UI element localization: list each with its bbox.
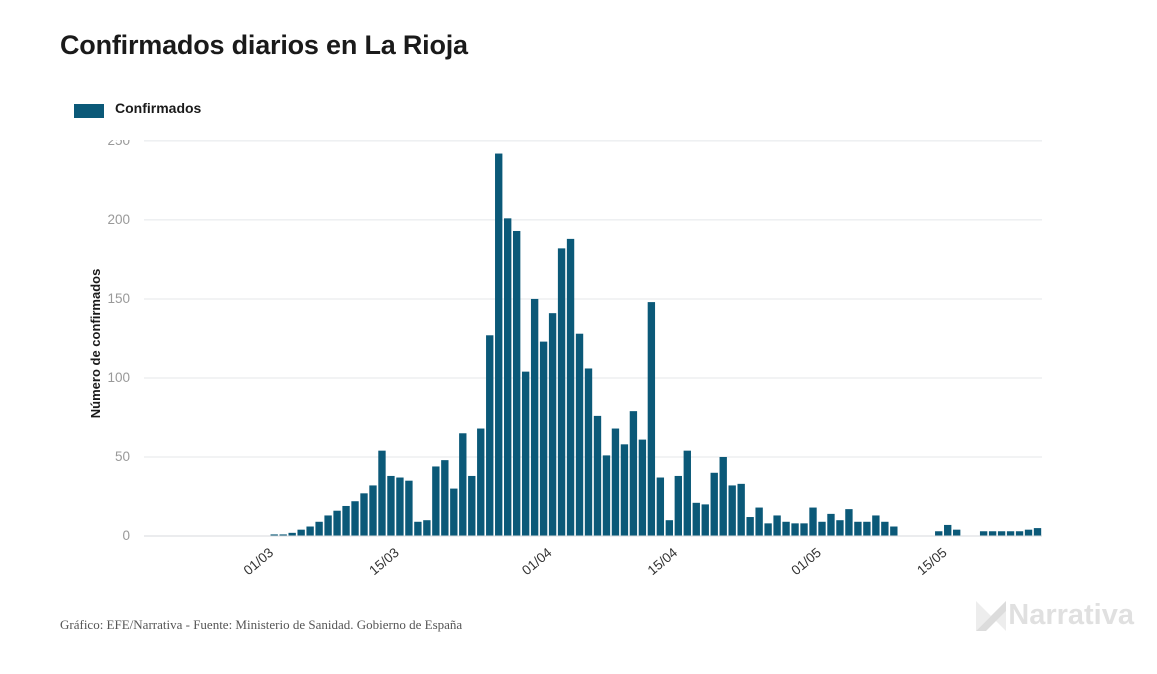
svg-text:250: 250 <box>107 140 130 148</box>
svg-text:200: 200 <box>107 212 130 227</box>
svg-text:01/04: 01/04 <box>519 545 555 579</box>
svg-text:01/05: 01/05 <box>788 545 824 578</box>
svg-text:0: 0 <box>122 528 130 543</box>
svg-text:Número de confirmados: Número de confirmados <box>88 269 103 419</box>
svg-text:15/04: 15/04 <box>645 545 681 579</box>
svg-text:150: 150 <box>107 291 130 306</box>
svg-text:50: 50 <box>115 449 130 464</box>
svg-text:100: 100 <box>107 370 130 385</box>
svg-text:01/03: 01/03 <box>241 545 277 578</box>
svg-text:15/03: 15/03 <box>366 545 402 578</box>
svg-text:15/05: 15/05 <box>914 545 950 578</box>
